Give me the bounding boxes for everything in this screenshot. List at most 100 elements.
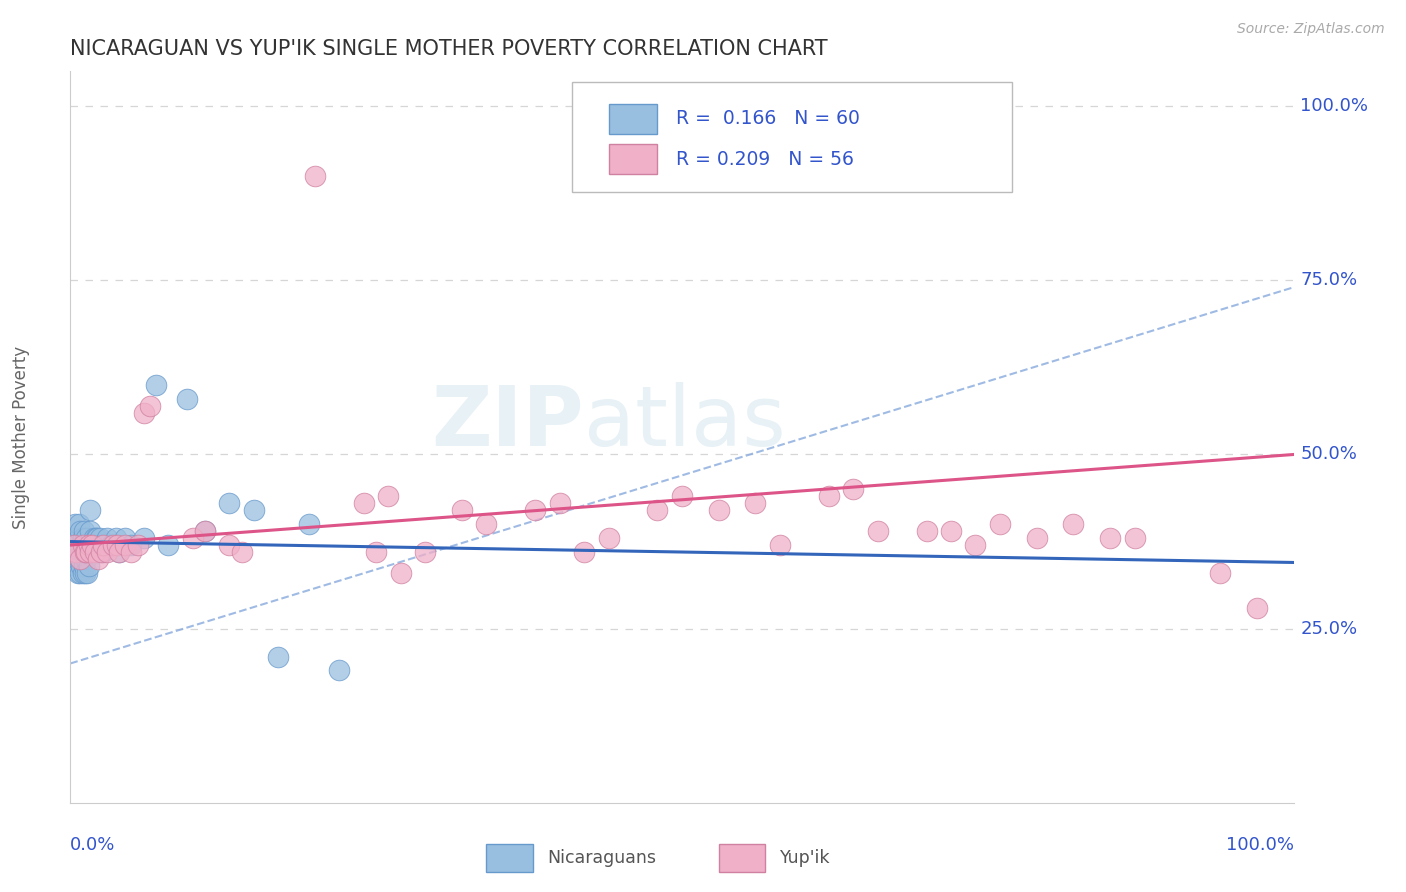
Point	[65, 531, 87, 545]
Point	[842, 483, 865, 497]
Point	[67, 552, 90, 566]
Point	[76, 538, 98, 552]
Text: Nicaraguans: Nicaraguans	[547, 848, 657, 867]
Point	[69, 566, 91, 580]
Point	[267, 649, 290, 664]
FancyBboxPatch shape	[609, 144, 658, 175]
Point	[1123, 531, 1146, 545]
Point	[84, 531, 107, 545]
Point	[79, 524, 101, 538]
Point	[769, 538, 792, 552]
Point	[145, 377, 167, 392]
Text: 50.0%: 50.0%	[1301, 445, 1357, 464]
Point	[67, 531, 90, 545]
Point	[157, 538, 180, 552]
Point	[82, 538, 104, 552]
Point	[69, 552, 91, 566]
Point	[598, 531, 620, 545]
Point	[1025, 531, 1047, 545]
Point	[328, 664, 350, 678]
FancyBboxPatch shape	[572, 82, 1012, 192]
Point	[76, 566, 98, 580]
Point	[176, 392, 198, 406]
Point	[87, 545, 110, 559]
Point	[965, 538, 987, 552]
Point	[707, 503, 730, 517]
Point	[65, 545, 87, 559]
Point	[66, 538, 89, 552]
Point	[89, 531, 111, 545]
Point	[127, 538, 149, 552]
Point	[218, 538, 240, 552]
Point	[83, 545, 105, 559]
Point	[63, 531, 86, 545]
Point	[243, 503, 266, 517]
Point	[100, 538, 122, 552]
Point	[62, 538, 84, 552]
Point	[304, 169, 326, 183]
Point	[105, 538, 128, 552]
Point	[66, 566, 89, 580]
Point	[75, 545, 97, 559]
Point	[96, 531, 118, 545]
Point	[194, 524, 217, 538]
Point	[413, 545, 436, 559]
Point	[79, 545, 101, 559]
Point	[866, 524, 889, 538]
FancyBboxPatch shape	[486, 844, 533, 871]
Point	[63, 538, 86, 552]
Point	[83, 538, 105, 552]
Point	[104, 531, 127, 545]
Text: R =  0.166   N = 60: R = 0.166 N = 60	[676, 110, 859, 128]
Point	[65, 545, 87, 559]
Point	[79, 503, 101, 517]
Point	[366, 545, 388, 559]
Point	[80, 538, 103, 552]
Point	[139, 399, 162, 413]
Point	[73, 545, 96, 559]
Text: Yup'ik: Yup'ik	[780, 848, 831, 867]
Point	[70, 558, 93, 573]
Point	[524, 503, 547, 517]
Text: atlas: atlas	[583, 382, 786, 463]
Point	[1209, 566, 1232, 580]
Point	[73, 538, 96, 552]
Point	[82, 545, 104, 559]
Point	[744, 496, 766, 510]
Point	[121, 545, 143, 559]
Point	[67, 517, 90, 532]
Point	[108, 545, 131, 559]
Point	[65, 558, 87, 573]
Point	[548, 496, 571, 510]
Point	[73, 524, 96, 538]
Point	[86, 531, 108, 545]
Point	[101, 538, 124, 552]
Point	[475, 517, 498, 532]
Point	[91, 545, 114, 559]
Point	[353, 496, 375, 510]
Point	[915, 524, 938, 538]
Point	[108, 545, 131, 559]
Point	[63, 517, 86, 532]
Point	[69, 545, 91, 559]
Point	[73, 558, 96, 573]
Point	[1246, 600, 1268, 615]
Point	[63, 545, 86, 559]
Point	[1099, 531, 1122, 545]
Point	[389, 566, 412, 580]
Text: R = 0.209   N = 56: R = 0.209 N = 56	[676, 150, 853, 169]
Point	[114, 531, 136, 545]
Point	[1062, 517, 1084, 532]
Point	[90, 538, 112, 552]
Text: 0.0%: 0.0%	[70, 836, 115, 854]
Text: ZIP: ZIP	[432, 382, 583, 463]
Point	[90, 545, 112, 559]
Point	[817, 489, 839, 503]
Point	[988, 517, 1011, 532]
Point	[181, 531, 204, 545]
Point	[671, 489, 693, 503]
Text: Single Mother Poverty: Single Mother Poverty	[13, 345, 31, 529]
Text: 100.0%: 100.0%	[1301, 97, 1368, 115]
Point	[218, 496, 240, 510]
Point	[647, 503, 669, 517]
